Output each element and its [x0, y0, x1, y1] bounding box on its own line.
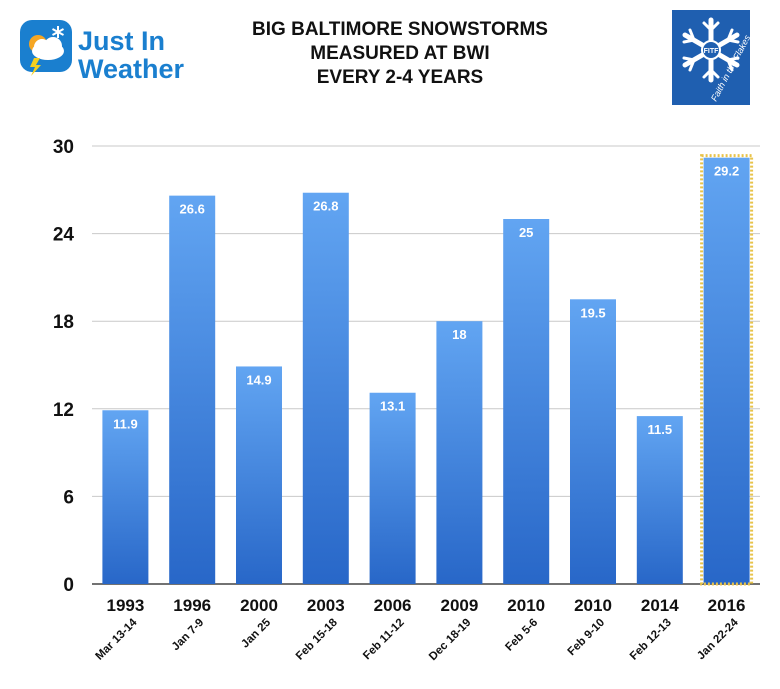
- bar-value-label: 29.2: [714, 164, 739, 179]
- y-tick-label: 30: [53, 137, 74, 158]
- x-tick-year-label: 1993: [106, 596, 144, 615]
- x-axis-dates: Mar 13-14 Jan 7-9 Jan 25 Feb 15-18 Feb 11-12…: [94, 616, 742, 663]
- bar: [369, 392, 416, 584]
- bar: [636, 416, 683, 584]
- title-line-1: BIG BALTIMORE SNOWSTORMS: [252, 19, 548, 40]
- x-tick-date-label: Jan 7-9: [170, 617, 207, 654]
- bar: [703, 157, 750, 584]
- chart-title: BIG BALTIMORE SNOWSTORMS MEASURED AT BWI…: [200, 18, 600, 90]
- y-tick-label: 0: [63, 575, 74, 596]
- x-tick-year-label: 1996: [173, 596, 211, 615]
- bar: [570, 299, 616, 584]
- bar-value-label: 25: [519, 225, 533, 240]
- logo-text-line1: Just In: [78, 26, 165, 56]
- bar: [436, 321, 483, 584]
- badge-center-text: FITF: [704, 48, 719, 55]
- bar: [102, 410, 149, 584]
- x-tick-year-label: 2010: [507, 596, 545, 615]
- bar: [169, 195, 216, 584]
- y-tick-label: 24: [53, 225, 75, 246]
- x-tick-date-label: Mar 13-14: [94, 616, 140, 662]
- bar: [236, 366, 282, 584]
- lightning-bolt-icon: [30, 58, 41, 76]
- x-tick-date-label: Feb 12-13: [628, 617, 674, 663]
- logo-text-line2: Weather: [78, 54, 185, 84]
- x-tick-date-label: Feb 5-6: [503, 617, 540, 654]
- bars: [102, 154, 754, 586]
- title-line-2: MEASURED AT BWI: [310, 43, 490, 64]
- x-tick-date-label: Feb 15-18: [294, 616, 340, 662]
- cloud-sun-icon: [29, 35, 64, 60]
- x-tick-year-label: 2010: [574, 596, 612, 615]
- bar: [503, 219, 550, 584]
- x-tick-date-label: Jan 22-24: [695, 616, 741, 662]
- x-tick-date-label: Dec 18-19: [427, 617, 473, 663]
- bar-value-label: 18: [452, 327, 466, 342]
- bar-value-label: 14.9: [246, 372, 271, 387]
- x-tick-year-label: 2000: [240, 596, 278, 615]
- x-tick-year-label: 2009: [440, 596, 478, 615]
- x-tick-date-label: Feb 11-12: [361, 617, 407, 663]
- bar-value-label: 26.6: [180, 202, 205, 217]
- bar-value-label: 11.5: [648, 422, 673, 437]
- x-tick-year-label: 2006: [374, 596, 412, 615]
- bar: [302, 192, 349, 584]
- x-tick-date-label: Feb 9-10: [566, 617, 607, 658]
- x-tick-year-label: 2003: [307, 596, 345, 615]
- bar-value-label: 19.5: [580, 305, 605, 320]
- faith-in-the-flakes-badge: FITF Faith in the Flakes: [672, 10, 750, 105]
- snowflake-icon: [682, 17, 740, 83]
- title-line-3: EVERY 2-4 YEARS: [316, 67, 484, 88]
- y-tick-label: 12: [53, 400, 74, 421]
- just-in-weather-logo: Just In Weather: [20, 20, 185, 84]
- x-tick-year-label: 2014: [641, 596, 679, 615]
- y-tick-label: 6: [63, 487, 74, 508]
- bar-value-label: 26.8: [313, 199, 338, 214]
- x-tick-year-label: 2016: [708, 596, 746, 615]
- snowflake-icon: [52, 26, 64, 38]
- y-axis-ticks: 0 6 12 18 24 30: [53, 137, 75, 596]
- bar-value-label: 11.9: [113, 416, 138, 431]
- y-tick-label: 18: [53, 312, 74, 333]
- value-labels: 11.9 26.6 14.9 26.8 13.1 18 25 19.5 11.5 29.2: [113, 164, 739, 437]
- x-axis-years: 1993 1996 2000 2003 2006 2009 2010 2010 2014 2016: [106, 596, 745, 615]
- x-tick-date-label: Jan 25: [239, 616, 273, 650]
- bar-value-label: 13.1: [380, 399, 405, 414]
- bar-highlight-border: [700, 154, 754, 586]
